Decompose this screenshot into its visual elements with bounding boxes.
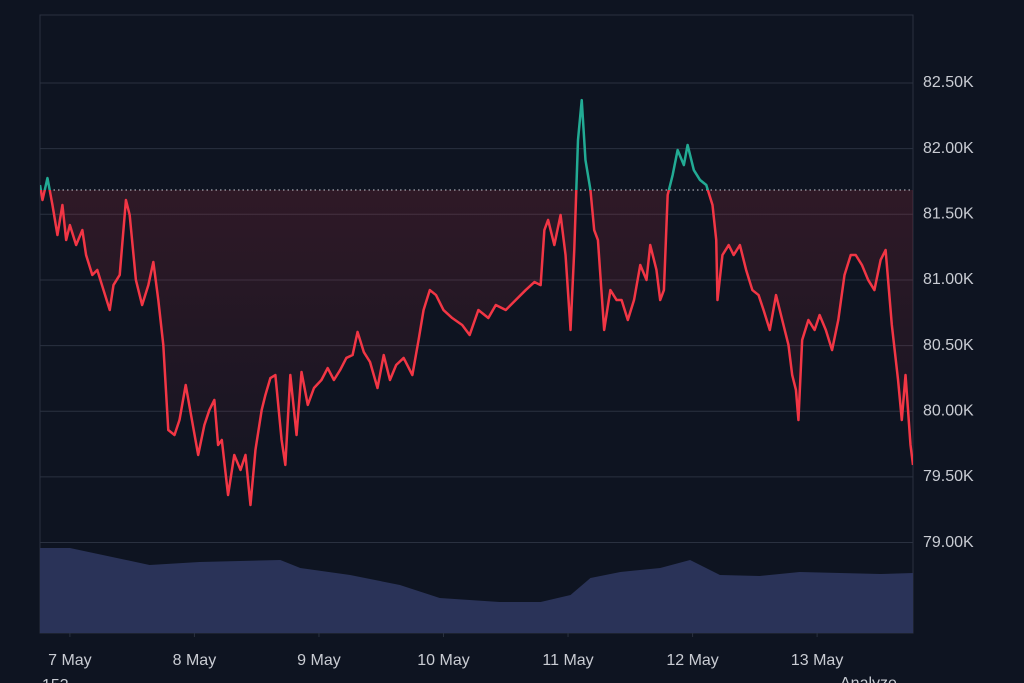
y-tick-label: 81.50K [923, 206, 974, 223]
x-tick-label: 8 May [173, 652, 217, 669]
y-tick-label: 80.00K [923, 402, 974, 419]
y-tick-label: 82.50K [923, 74, 974, 91]
y-tick-label: 80.50K [923, 337, 974, 354]
x-tick-label: 13 May [791, 652, 843, 669]
x-tick-label: 7 May [48, 652, 92, 669]
x-tick-label: 9 May [297, 652, 341, 669]
price-line-below [40, 190, 913, 507]
footer-right: Analyze [840, 675, 897, 683]
y-tick-label: 79.00K [923, 534, 974, 551]
loss-area [40, 190, 913, 505]
footer-left: 153 [42, 677, 69, 683]
volume-area [40, 548, 913, 633]
y-tick-label: 81.00K [923, 271, 974, 288]
y-tick-label: 82.00K [923, 140, 974, 157]
x-tick-label: 10 May [417, 652, 469, 669]
x-tick-label: 12 May [666, 652, 718, 669]
y-tick-label: 79.50K [923, 468, 974, 485]
x-tick-label: 11 May [542, 652, 593, 669]
